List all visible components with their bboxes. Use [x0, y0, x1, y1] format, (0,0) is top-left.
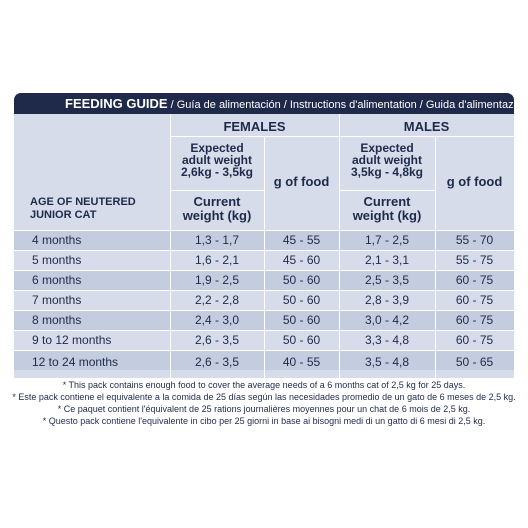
- female-weight: 2,6 - 3,5: [194, 355, 240, 369]
- row-age: 7 months: [32, 293, 82, 307]
- expected-weight-females-line2: adult weight: [182, 153, 252, 167]
- expected-weight-males-range: 3,5kg - 4,8kg: [350, 165, 424, 179]
- row-age: 12 to 24 months: [32, 355, 119, 369]
- male-food: 60 - 75: [455, 273, 494, 287]
- female-food: 50 - 60: [282, 313, 321, 327]
- female-food: 50 - 60: [282, 333, 321, 347]
- row-divider: [14, 270, 514, 271]
- female-food: 50 - 60: [282, 293, 321, 307]
- male-food: 60 - 75: [455, 333, 494, 347]
- expected-weight-males-line2: adult weight: [352, 153, 422, 167]
- females-header: FEMALES: [223, 119, 286, 134]
- male-weight: 3,5 - 4,8: [364, 355, 410, 369]
- male-weight: 2,1 - 3,1: [364, 253, 410, 267]
- feeding-guide-title-bar: FEEDING GUIDE / Guía de alimentación / I…: [14, 93, 528, 114]
- row-divider: [14, 350, 514, 351]
- row-age: 6 months: [32, 273, 82, 287]
- male-weight: 1,7 - 2,5: [364, 233, 410, 247]
- female-weight: 1,9 - 2,5: [194, 273, 240, 287]
- column-divider: [264, 136, 265, 378]
- footnote-french: * Ce paquet contient l'équivalent de 25 …: [57, 404, 471, 414]
- row-age: 9 to 12 months: [32, 333, 112, 347]
- female-food: 45 - 55: [282, 233, 321, 247]
- row-age: 4 months: [32, 233, 82, 247]
- grams-of-food-males-header: g of food: [446, 174, 503, 189]
- column-divider: [435, 136, 436, 378]
- footnote-spanish: * Este pack contiene el equivalente a la…: [12, 392, 516, 402]
- row-divider: [14, 290, 514, 291]
- male-weight: 2,5 - 3,5: [364, 273, 410, 287]
- row-divider: [14, 330, 514, 331]
- expected-weight-females: Expected adult weight 2,6kg - 3,5kg: [170, 142, 264, 178]
- males-header: MALES: [403, 119, 450, 134]
- current-weight-males-line2: weight (kg): [352, 208, 422, 223]
- female-food: 50 - 60: [282, 273, 321, 287]
- current-weight-females-header: Current weight (kg): [170, 195, 264, 223]
- row-age: 8 months: [32, 313, 82, 327]
- current-weight-females-line2: weight (kg): [182, 208, 252, 223]
- expected-weight-males: Expected adult weight 3,5kg - 4,8kg: [339, 142, 435, 178]
- age-header-line1: AGE OF NEUTERED: [30, 196, 136, 208]
- male-food: 55 - 75: [455, 253, 494, 267]
- row-divider: [339, 190, 435, 191]
- female-weight: 1,3 - 1,7: [194, 233, 240, 247]
- row-divider: [14, 230, 514, 231]
- female-weight: 2,4 - 3,0: [194, 313, 240, 327]
- feeding-guide-translations: / Guía de alimentación / Instructions d'…: [167, 99, 528, 111]
- age-column-header: AGE OF NEUTERED JUNIOR CAT: [30, 196, 180, 222]
- current-weight-females-line1: Current: [193, 194, 241, 209]
- column-divider: [339, 114, 340, 378]
- current-weight-males-header: Current weight (kg): [339, 195, 435, 223]
- female-food: 45 - 60: [282, 253, 321, 267]
- female-weight: 2,2 - 2,8: [194, 293, 240, 307]
- row-divider: [14, 310, 514, 311]
- row-divider: [14, 250, 514, 251]
- female-weight: 1,6 - 2,1: [194, 253, 240, 267]
- grams-of-food-females-header: g of food: [273, 174, 330, 189]
- expected-weight-females-range: 2,6kg - 3,5kg: [180, 165, 254, 179]
- footnote-english: * This pack contains enough food to cove…: [62, 380, 466, 390]
- male-food: 60 - 75: [455, 293, 494, 307]
- expected-weight-females-line1: Expected: [190, 141, 244, 155]
- column-divider: [170, 114, 171, 378]
- male-food: 50 - 65: [455, 355, 494, 369]
- expected-weight-males-line1: Expected: [360, 141, 414, 155]
- male-weight: 3,0 - 4,2: [364, 313, 410, 327]
- row-divider: [170, 190, 264, 191]
- male-food: 55 - 70: [455, 233, 494, 247]
- male-weight: 2,8 - 3,9: [364, 293, 410, 307]
- feeding-guide-title: FEEDING GUIDE: [65, 96, 168, 111]
- current-weight-males-line1: Current: [363, 194, 411, 209]
- female-weight: 2,6 - 3,5: [194, 333, 240, 347]
- age-header-line2: JUNIOR CAT: [30, 209, 97, 221]
- footnote-italian: * Questo pack contiene l'equivalente in …: [42, 416, 486, 426]
- male-food: 60 - 75: [455, 313, 494, 327]
- row-divider: [170, 136, 514, 137]
- feeding-guide-table: FEEDING GUIDE / Guía de alimentación / I…: [14, 93, 528, 378]
- male-weight: 3,3 - 4,8: [364, 333, 410, 347]
- row-age: 5 months: [32, 253, 82, 267]
- female-food: 40 - 55: [282, 355, 321, 369]
